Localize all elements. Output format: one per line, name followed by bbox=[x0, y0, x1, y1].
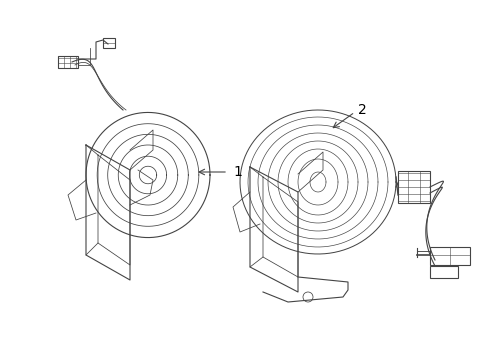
Text: 2: 2 bbox=[358, 103, 367, 117]
Text: 1: 1 bbox=[233, 165, 242, 179]
Bar bbox=[103, 38, 115, 48]
Bar bbox=[398, 171, 430, 203]
Bar bbox=[430, 266, 458, 278]
Bar bbox=[430, 247, 470, 265]
